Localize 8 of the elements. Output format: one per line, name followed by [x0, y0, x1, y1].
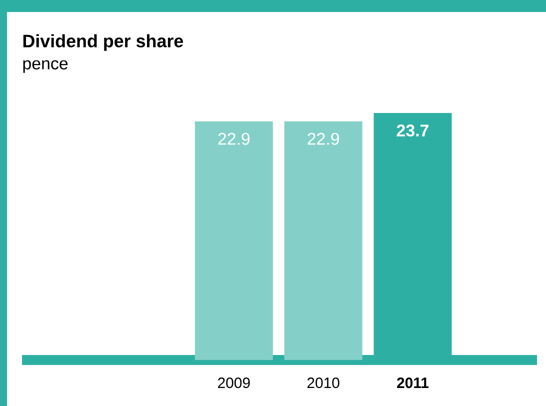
data-label: 22.9	[218, 132, 250, 145]
x-tick-label: 2010	[307, 378, 340, 388]
x-tick-label: 2011	[397, 378, 429, 388]
chart-title: Dividend per share	[23, 34, 184, 51]
x-tick-label: 2009	[218, 378, 250, 388]
text: pence	[23, 60, 68, 73]
data-label: 23.7	[396, 124, 428, 137]
data-label: 22.9	[308, 132, 340, 145]
